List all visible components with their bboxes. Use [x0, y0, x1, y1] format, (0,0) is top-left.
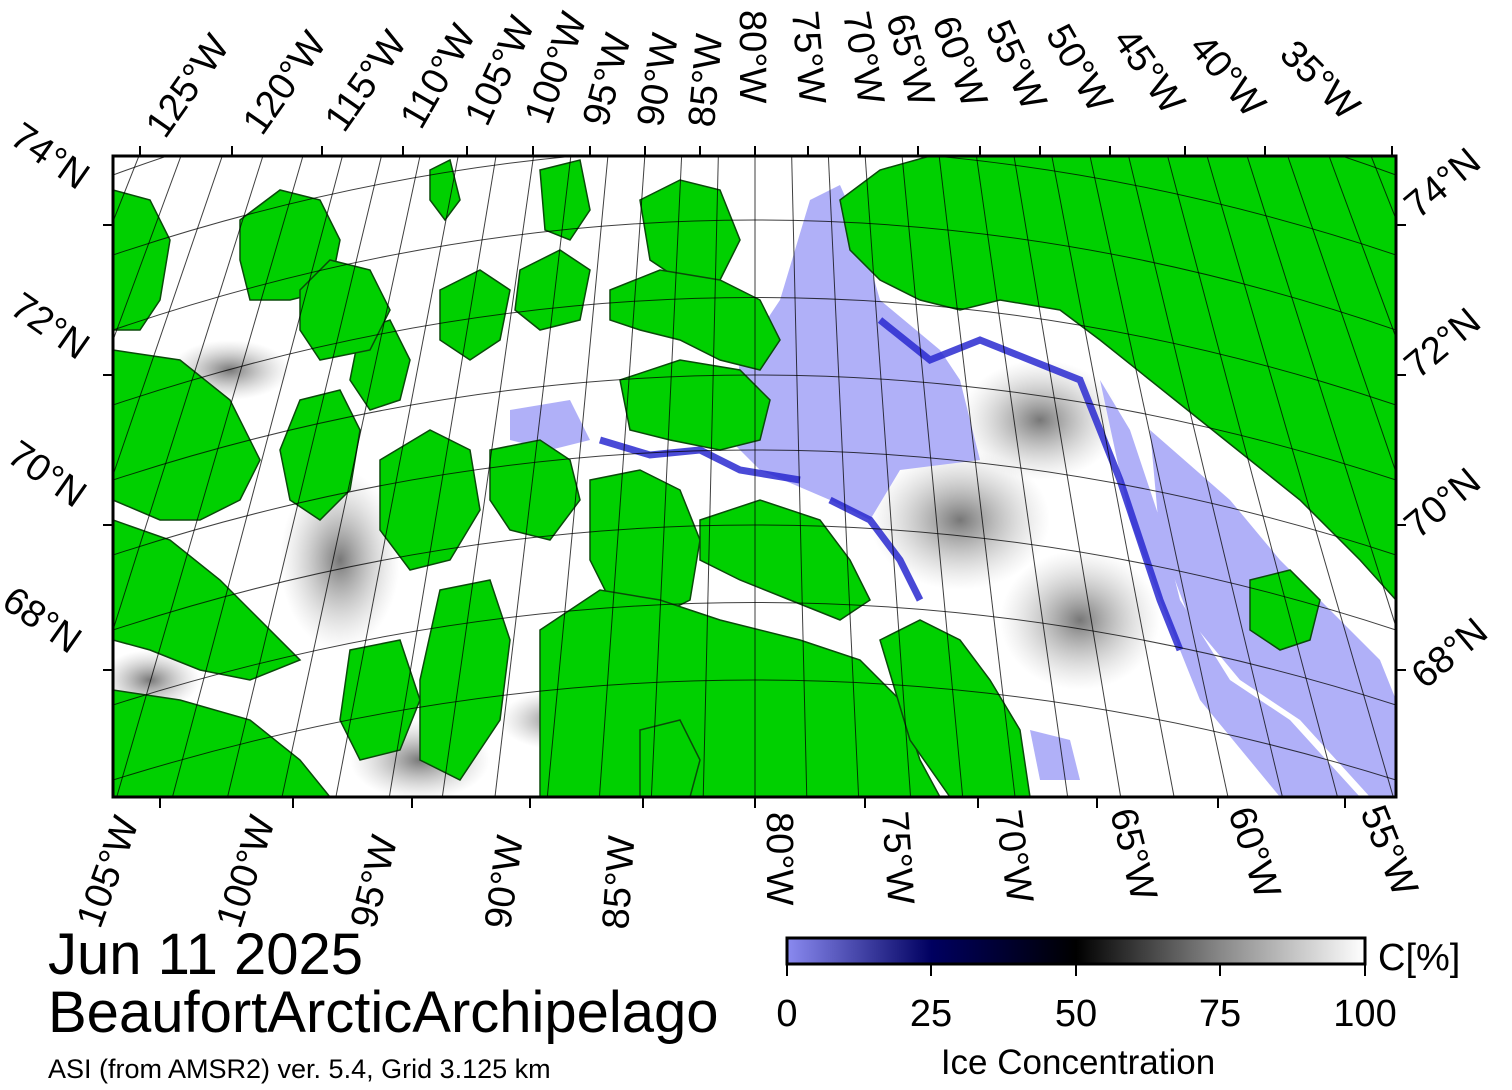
meridian-line: [227, 156, 382, 797]
lat-label-left: 70°N: [0, 433, 93, 516]
colorbar: 0 25 50 75 100 C[%] Ice Concentration: [776, 936, 1460, 1082]
lon-label-bottom: 60°W: [1219, 802, 1288, 904]
low-ice-margin: [598, 317, 1184, 652]
lon-label-bottom: 95°W: [343, 831, 406, 932]
colorbar-ticks: [786, 964, 1366, 976]
meridian-line: [1167, 156, 1339, 797]
lat-label-right: 70°N: [1397, 460, 1489, 547]
meridians: [0, 0, 1512, 797]
lat-label-left: 72°N: [3, 285, 97, 368]
bottom-longitude-labels: 105°W 100°W 95°W 90°W 85°W 80°W 75°W 70°…: [69, 800, 1426, 933]
map-body: [0, 0, 1512, 797]
map-region-title: BeaufortArcticArchipelago: [48, 980, 719, 1045]
meridian-line: [1013, 156, 1122, 797]
meridian-line: [388, 156, 497, 797]
land: [113, 156, 1396, 797]
lon-label-bottom: 75°W: [873, 810, 921, 906]
lat-label-left: 74°N: [3, 115, 97, 198]
top-longitude-labels: 125°W 120°W 115°W 110°W 105°W 100°W 95°W…: [138, 7, 1367, 145]
colorbar-tick-label: 75: [1199, 993, 1241, 1035]
right-latitude-labels: 74°N 72°N 70°N 68°N: [1397, 140, 1496, 697]
meridian-line: [702, 156, 719, 797]
meridian-line: [1287, 156, 1396, 474]
colorbar-tick-label: 100: [1333, 993, 1396, 1035]
meridian-line: [1128, 156, 1283, 797]
lat-label-right: 74°N: [1397, 140, 1489, 227]
lon-label-bottom: 90°W: [477, 833, 532, 931]
lon-label-bottom: 105°W: [69, 811, 148, 933]
meridian-line: [1467, 0, 1512, 624]
meridian-line: [938, 156, 1016, 797]
meridian-line: [171, 156, 343, 797]
meridian-line: [546, 156, 609, 797]
lon-label-bottom: 85°W: [595, 834, 643, 930]
meridian-line: [1498, 0, 1512, 598]
lon-label-top: 125°W: [138, 27, 238, 145]
lon-label-top: 85°W: [681, 32, 731, 129]
lon-label-top: 80°W: [731, 10, 773, 103]
frame-ticks: [103, 146, 1406, 808]
meridian-line: [281, 156, 421, 797]
meridian-line: [791, 156, 808, 797]
left-latitude-labels: 74°N 72°N 70°N 68°N: [0, 115, 96, 662]
meridian-line: [1206, 156, 1394, 797]
meridian-line: [441, 156, 535, 797]
meridian-line: [116, 156, 304, 797]
source-note: ASI (from AMSR2) ver. 5.4, Grid 3.125 km: [48, 1054, 551, 1084]
colorbar-tick-label: 50: [1055, 993, 1097, 1035]
lat-label-right: 68°N: [1404, 610, 1496, 697]
meridian-line: [975, 156, 1069, 797]
lon-label-top: 50°W: [1037, 18, 1120, 120]
lon-label-top: 40°W: [1181, 27, 1273, 126]
meridian-line: [113, 156, 223, 477]
meridian-line: [494, 156, 572, 797]
meridian-line: [1051, 156, 1175, 797]
meridian-line: [650, 156, 683, 797]
lon-label-bottom: 80°W: [758, 812, 800, 905]
meridian-line: [0, 0, 12, 598]
colorbar-label: Ice Concentration: [941, 1043, 1215, 1082]
colorbar-gradient: [785, 936, 1367, 966]
meridian-line: [335, 156, 459, 797]
meridian-line: [598, 156, 646, 797]
lon-label-top: 35°W: [1272, 33, 1368, 129]
meridian-line: [864, 156, 912, 797]
meridian-line: [901, 156, 964, 797]
lon-label-bottom: 70°W: [986, 807, 1041, 905]
lon-label-bottom: 100°W: [209, 811, 284, 933]
colorbar-unit: C[%]: [1378, 937, 1460, 979]
meridian-line: [827, 156, 860, 797]
lat-label-left: 68°N: [0, 579, 88, 662]
lon-label-top: 75°W: [783, 9, 833, 106]
lon-label-top: 115°W: [317, 24, 416, 140]
lat-label-right: 72°N: [1397, 300, 1489, 387]
colorbar-tick-label: 25: [910, 993, 952, 1035]
meridian-line: [1089, 156, 1229, 797]
lon-label-bottom: 55°W: [1352, 800, 1426, 902]
lon-label-bottom: 65°W: [1101, 804, 1164, 905]
map-date: Jun 11 2025: [48, 922, 363, 987]
colorbar-tick-label: 0: [776, 993, 797, 1035]
lon-label-top: 45°W: [1105, 21, 1193, 122]
lon-label-top: 120°W: [235, 24, 335, 142]
lon-label-top: 55°W: [977, 14, 1055, 116]
